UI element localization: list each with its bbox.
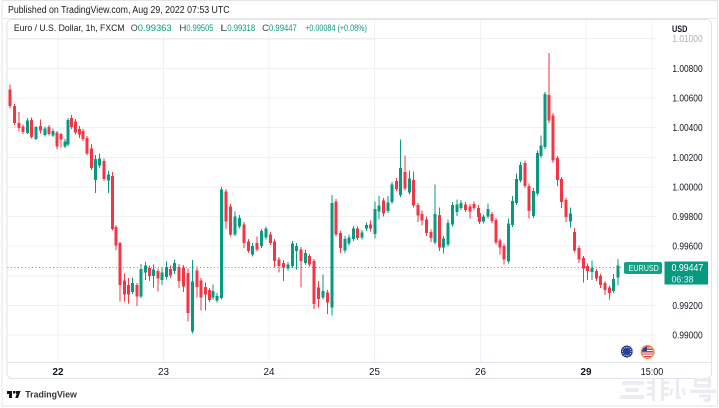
- svg-text:24: 24: [264, 367, 275, 378]
- svg-text:1.00600: 1.00600: [672, 94, 703, 105]
- svg-text:+0.00084 (+0.08%): +0.00084 (+0.08%): [305, 23, 367, 34]
- svg-text:1.00200: 1.00200: [672, 153, 703, 164]
- svg-text:Published on TradingView.com,: Published on TradingView.com, Aug 29, 20…: [8, 5, 230, 16]
- svg-text:15:00: 15:00: [641, 367, 664, 378]
- svg-text:1.01000: 1.01000: [672, 34, 703, 45]
- svg-text:23: 23: [158, 367, 169, 378]
- svg-text:EURUSD: EURUSD: [629, 263, 659, 273]
- svg-text:H: H: [179, 23, 186, 34]
- svg-text:O: O: [131, 23, 138, 34]
- svg-text:22: 22: [53, 367, 64, 378]
- svg-text:0.99800: 0.99800: [672, 212, 703, 223]
- svg-text:0.99000: 0.99000: [672, 331, 703, 342]
- svg-text:0.99447: 0.99447: [269, 23, 297, 34]
- svg-text:0.99318: 0.99318: [227, 23, 255, 34]
- svg-text:0.99363: 0.99363: [138, 23, 172, 34]
- svg-text:1.00400: 1.00400: [672, 123, 703, 134]
- svg-text:C: C: [262, 23, 269, 34]
- svg-text:1.00800: 1.00800: [672, 64, 703, 75]
- svg-text:USD: USD: [672, 24, 688, 34]
- svg-text:1.00000: 1.00000: [672, 182, 703, 193]
- svg-text:06:38: 06:38: [672, 274, 694, 285]
- svg-text:Euro / U.S. Dollar, 1h, FXCM: Euro / U.S. Dollar, 1h, FXCM: [14, 23, 125, 34]
- svg-text:TradingView: TradingView: [25, 389, 77, 400]
- svg-text:25: 25: [369, 367, 380, 378]
- svg-text:0.99600: 0.99600: [672, 242, 703, 253]
- svg-text:0.99505: 0.99505: [186, 23, 213, 34]
- svg-text:L: L: [220, 23, 227, 34]
- svg-text:0.99200: 0.99200: [672, 301, 703, 312]
- svg-text:29: 29: [581, 367, 592, 378]
- svg-text:26: 26: [475, 367, 486, 378]
- svg-text:0.99447: 0.99447: [672, 263, 704, 274]
